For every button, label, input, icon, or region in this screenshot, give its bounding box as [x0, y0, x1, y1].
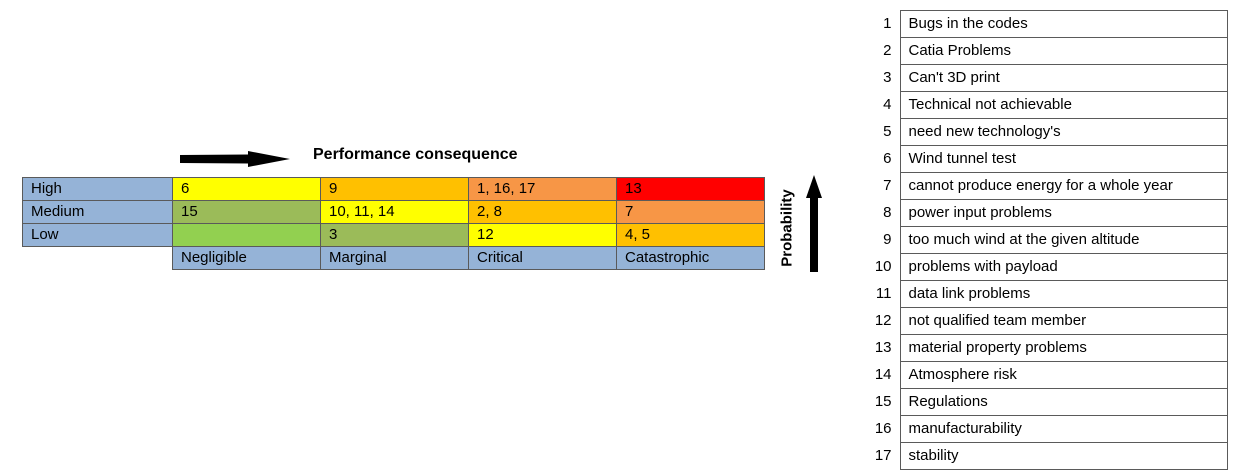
legend-row: 3 Can't 3D print	[870, 64, 1228, 92]
up-arrow-icon	[806, 175, 822, 272]
legend-row: 16 manufacturability	[870, 415, 1228, 443]
risk-number: 14	[874, 366, 892, 383]
risk-number: 12	[874, 312, 892, 329]
matrix-row-medium: Medium 15 10, 11, 14 2, 8 7	[22, 200, 765, 224]
cell-medium-catastrophic: 7	[616, 200, 765, 224]
row-label-medium: Medium	[22, 200, 173, 224]
legend-row: 13 material property problems	[870, 334, 1228, 362]
legend-row: 14 Atmosphere risk	[870, 361, 1228, 389]
risk-number: 1	[883, 15, 892, 32]
risk-description: Technical not achievable	[899, 91, 1228, 119]
risk-description: problems with payload	[899, 253, 1228, 281]
legend-row: 9 too much wind at the given altitude	[870, 226, 1228, 254]
probability-axis-label: Probability	[778, 189, 796, 267]
right-arrow-icon	[180, 151, 290, 167]
risk-description: Bugs in the codes	[899, 10, 1228, 38]
cell-high-negligible: 6	[172, 177, 321, 201]
risk-description: Atmosphere risk	[899, 361, 1228, 389]
row-label-high: High	[22, 177, 173, 201]
risk-number: 2	[883, 42, 892, 59]
risk-description: material property problems	[899, 334, 1228, 362]
legend-row: 5 need new technology's	[870, 118, 1228, 146]
cell-medium-negligible: 15	[172, 200, 321, 224]
risk-description: not qualified team member	[899, 307, 1228, 335]
risk-description: cannot produce energy for a whole year	[899, 172, 1228, 200]
risk-description: Can't 3D print	[899, 64, 1228, 92]
risk-number: 17	[874, 447, 892, 464]
cell-low-marginal: 3	[320, 223, 469, 247]
risk-number: 8	[883, 204, 892, 221]
risk-number: 7	[883, 177, 892, 194]
cell-medium-marginal: 10, 11, 14	[320, 200, 469, 224]
risk-number: 9	[883, 231, 892, 248]
cell-high-marginal: 9	[320, 177, 469, 201]
column-label-catastrophic: Catastrophic	[616, 246, 765, 270]
legend-row: 6 Wind tunnel test	[870, 145, 1228, 173]
column-label-marginal: Marginal	[320, 246, 469, 270]
legend-row: 1 Bugs in the codes	[870, 10, 1228, 38]
cell-high-catastrophic: 13	[616, 177, 765, 201]
legend-row: 17 stability	[870, 442, 1228, 470]
matrix-column-headers: Negligible Marginal Critical Catastrophi…	[23, 246, 765, 270]
risk-description: too much wind at the given altitude	[899, 226, 1228, 254]
cell-low-catastrophic: 4, 5	[616, 223, 765, 247]
legend-row: 15 Regulations	[870, 388, 1228, 416]
column-label-negligible: Negligible	[172, 246, 321, 270]
risk-number: 3	[883, 69, 892, 86]
risk-description: data link problems	[899, 280, 1228, 308]
risk-description: Wind tunnel test	[899, 145, 1228, 173]
row-label-low: Low	[22, 223, 173, 247]
risk-number: 10	[874, 258, 892, 275]
legend-row: 10 problems with payload	[870, 253, 1228, 281]
cell-low-negligible	[172, 223, 321, 247]
legend-row: 11 data link problems	[870, 280, 1228, 308]
cell-medium-critical: 2, 8	[468, 200, 617, 224]
legend-row: 4 Technical not achievable	[870, 91, 1228, 119]
matrix-row-high: High 6 9 1, 16, 17 13	[22, 177, 765, 201]
column-label-critical: Critical	[468, 246, 617, 270]
legend-row: 7 cannot produce energy for a whole year	[870, 172, 1228, 200]
risk-description: Catia Problems	[899, 37, 1228, 65]
matrix-corner	[23, 247, 173, 270]
legend-row: 2 Catia Problems	[870, 37, 1228, 65]
risk-number: 4	[883, 96, 892, 113]
risk-number: 15	[874, 393, 892, 410]
risk-description: need new technology's	[899, 118, 1228, 146]
matrix-row-low: Low 3 12 4, 5	[22, 223, 765, 247]
cell-high-critical: 1, 16, 17	[468, 177, 617, 201]
matrix-title: Performance consequence	[313, 146, 518, 163]
risk-number: 16	[874, 420, 892, 437]
legend-row: 8 power input problems	[870, 199, 1228, 227]
risk-number: 6	[883, 150, 892, 167]
risk-matrix: High 6 9 1, 16, 17 13 Medium 15 10, 11, …	[22, 177, 765, 270]
legend-row: 12 not qualified team member	[870, 307, 1228, 335]
risk-number: 11	[875, 285, 892, 302]
cell-low-critical: 12	[468, 223, 617, 247]
risk-description: manufacturability	[899, 415, 1228, 443]
risk-description: stability	[899, 442, 1228, 470]
risk-description: Regulations	[899, 388, 1228, 416]
risk-number: 13	[874, 339, 892, 356]
risk-legend-list: 1 Bugs in the codes 2 Catia Problems 3 Can'…	[870, 10, 1228, 470]
risk-number: 5	[883, 123, 892, 140]
risk-description: power input problems	[899, 199, 1228, 227]
